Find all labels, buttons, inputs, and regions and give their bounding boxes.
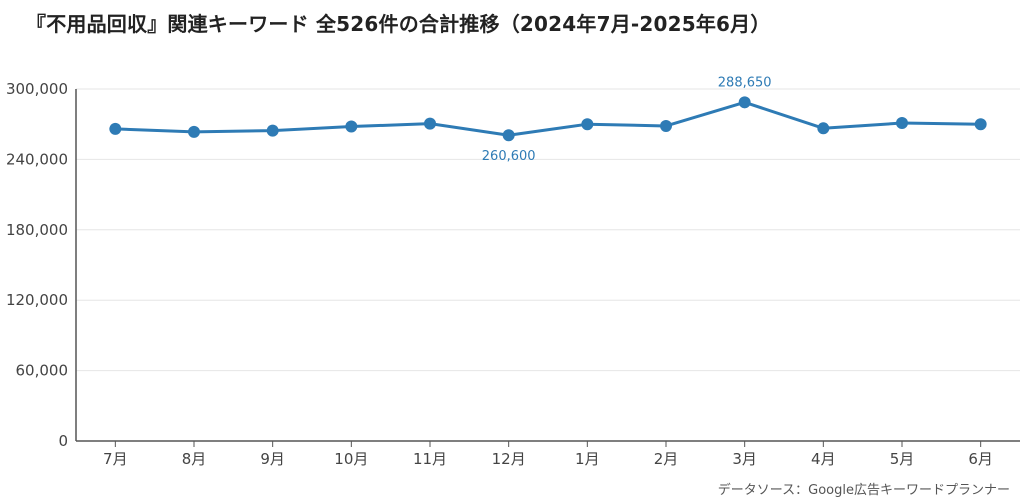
y-tick-label: 180,000 <box>6 221 68 239</box>
data-point <box>738 96 751 109</box>
data-point <box>974 118 987 131</box>
data-point <box>817 122 830 135</box>
y-tick-label: 240,000 <box>6 150 68 168</box>
data-point <box>345 120 358 133</box>
x-tick-label: 10月 <box>334 450 368 468</box>
data-label: 288,650 <box>718 75 772 90</box>
data-point <box>188 125 200 138</box>
data-point <box>502 129 515 142</box>
series-line <box>115 100 981 137</box>
data-point <box>896 117 908 130</box>
x-tick-label: 8月 <box>182 450 207 468</box>
y-tick-label: 120,000 <box>6 291 68 309</box>
x-tick-label: 2月 <box>654 450 679 468</box>
y-tick-label: 300,000 <box>6 80 68 98</box>
data-source-note: データソース：Google広告キーワードプランナー <box>717 483 1010 498</box>
x-tick-label: 7月 <box>103 450 128 468</box>
x-tick-label: 6月 <box>968 450 993 468</box>
data-point <box>581 118 594 131</box>
x-tick-label: 5月 <box>890 450 915 468</box>
data-point <box>109 122 122 135</box>
data-point <box>660 119 672 132</box>
y-tick-label: 0 <box>58 432 68 450</box>
chart-title: 『不用品回収』関連キーワード 全526件の合計推移（2024年7月-2025年6… <box>26 12 771 36</box>
x-tick-label: 9月 <box>260 450 285 468</box>
data-point <box>424 117 436 130</box>
x-tick-label: 3月 <box>732 450 757 468</box>
data-point <box>266 124 279 137</box>
x-tick-label: 1月 <box>575 450 600 468</box>
y-tick-label: 60,000 <box>16 362 69 380</box>
x-tick-label: 11月 <box>413 450 447 468</box>
x-tick-label: 12月 <box>492 450 526 468</box>
x-tick-label: 4月 <box>811 450 836 468</box>
data-label: 260,600 <box>482 149 536 164</box>
